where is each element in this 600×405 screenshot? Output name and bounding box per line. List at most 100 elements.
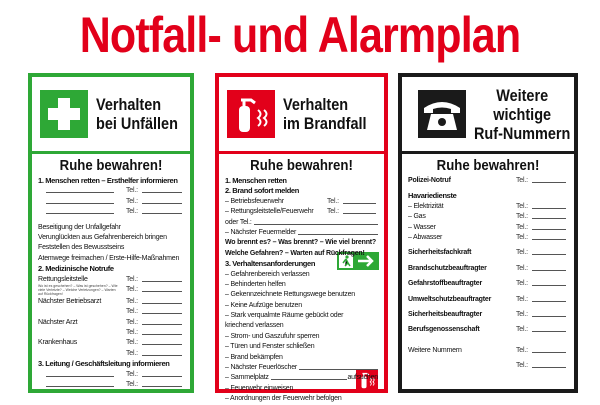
instruction-text: – Gefahrenbereich verlassen [225,270,310,278]
list-row: Havariedienste [408,191,568,201]
list-row: Beseitigung der Unfallgefahr [38,223,184,233]
fire-extinguisher-icon [227,90,275,138]
phone-number-field[interactable] [343,197,376,204]
tel-label: Tel.: [516,202,528,210]
phone-number-field[interactable] [142,285,182,292]
phone-number-field[interactable] [532,264,566,271]
header-line: wichtige [493,104,552,124]
phone-number-field[interactable] [532,325,566,333]
list-row: – Sammelplatz aufsuchen [225,373,378,383]
contact-label: Nächster Arzt [38,318,78,326]
field-suffix: aufsuchen [347,374,378,382]
panel-header: Verhalten bei Unfällen [32,77,190,154]
blank-field[interactable] [299,363,378,371]
list-row: Tel.: [38,197,184,207]
phone-number-field[interactable] [142,207,182,215]
list-row: Sicherheitsfachkraft Tel.: [408,248,568,258]
list-row: Feststellen des Bewusstseins [38,243,184,253]
first-aid-cross-icon [40,90,88,138]
subtitle: Ruhe bewahren! [59,157,163,174]
phone-number-field[interactable] [142,338,182,346]
phone-number-field[interactable] [343,207,376,215]
phone-number-field[interactable] [532,212,566,220]
contact-label: Sicherheitsbeauftragter [408,310,482,318]
phone-number-field[interactable] [532,248,566,256]
list-row: – Gefahrenbereich verlassen [225,270,378,280]
list-row: 2. Brand sofort melden [225,186,378,196]
phone-number-field[interactable] [142,370,182,377]
phone-number-field[interactable] [142,186,182,194]
tel-label: Tel.: [516,346,528,354]
tel-label: Tel.: [516,362,528,370]
instruction-text: – Stark verqualmte Räume gebückt oder [225,312,344,320]
tel-label: Tel.: [126,318,138,326]
phone-number-field[interactable] [532,361,566,369]
name-field[interactable] [46,380,114,388]
panel-header: Verhalten im Brandfall [219,77,384,154]
tel-label: Tel.: [516,310,528,318]
phone-number-field[interactable] [142,380,182,388]
contact-label: Gefahrstoffbeauftragter [408,280,482,288]
blank-field[interactable] [270,373,348,381]
list-row: – Stark verqualmte Räume gebückt oder [225,311,378,321]
page-title: Notfall- und Alarmplan [79,7,521,63]
list-row: Wo brennt es? – Was brennt? – Wie viel b… [225,238,378,248]
subtitle: Ruhe bewahren! [436,157,540,174]
phone-number-field[interactable] [532,202,566,209]
phone-number-field[interactable] [532,310,566,317]
phone-number-field[interactable] [532,295,566,302]
emergency-exit-sign-icon [337,252,379,270]
instruction-text: kriechend verlassen [225,322,284,330]
section-heading: 3. Leitung / Geschäftsleitung informiere… [38,359,170,369]
emphasis-text: Welche Gefahren? – Warten auf Rückfragen… [225,249,365,257]
phone-number-field[interactable] [142,349,182,356]
instruction-text: Feststellen des Bewusstseins [38,244,125,252]
name-field[interactable] [46,207,114,215]
phone-number-field[interactable] [142,197,182,204]
instruction-text: – Keine Aufzüge benutzen [225,301,302,309]
phone-number-field[interactable] [142,297,182,304]
contact-label: Rettungsleitstelle [38,275,88,283]
list-row: Verunglückten aus Gefahrenbereich bringe… [38,233,184,243]
list-row: 1. Menschen retten [225,176,378,186]
phone-number-field[interactable] [142,307,182,315]
list-row: kriechend verlassen [225,321,378,331]
instruction-text: – Türen und Fenster schließen [225,343,315,351]
contact-label: Sicherheitsfachkraft [408,249,472,257]
name-field[interactable] [46,370,114,377]
phone-number-field[interactable] [532,233,566,240]
tel-label: Tel.: [126,370,138,378]
contact-label: Polizei-Notruf [408,177,451,184]
list-row: 1. Menschen retten – Ersthelfer informie… [38,176,184,186]
field-label: – Nächster Feuerlöscher [225,364,298,372]
emphasis-text: Wo brennt es? – Was brennt? – Wie viel b… [225,239,376,247]
list-row: – Brand bekämpfen [225,353,378,363]
tel-label: Tel.: [126,187,138,195]
list-row: Nächster Arzt Tel.: [38,318,184,328]
blank-field[interactable] [298,228,378,235]
fire-extinguisher-icon [356,369,378,391]
list-row: – Wasser Tel.: [408,223,568,233]
phone-number-field[interactable] [532,223,566,230]
contact-label: Umweltschutzbeauftragter [408,295,492,303]
accident-panel: Verhalten bei Unfällen Ruhe bewahren! 1. M… [28,73,194,393]
blank-field[interactable] [253,218,378,225]
tel-label: Tel.: [126,285,138,293]
name-field[interactable] [46,186,114,194]
phone-number-field[interactable] [142,328,182,336]
section-heading: 1. Menschen retten – Ersthelfer informie… [38,176,178,185]
phone-number-field[interactable] [142,275,182,282]
list-row: Krankenhaus Tel.: [38,338,184,348]
phone-number-field[interactable] [532,176,566,183]
list-row: – Abwasser Tel.: [408,233,568,243]
list-row: – Elektrizität Tel.: [408,202,568,212]
phone-number-field[interactable] [142,318,182,325]
list-row: Brandschutzbeauftragter Tel.: [408,264,568,274]
phone-numbers-panel: Weitere wichtige Ruf-Nummern Ruhe bewahren… [398,73,578,393]
phone-number-field[interactable] [532,279,566,287]
contact-label: Nächster Betriebsarzt [38,297,102,305]
list-row: – Gekennzeichnete Rettungswege benutzen [225,290,378,300]
contact-label: – Abwasser [408,233,443,241]
phone-number-field[interactable] [532,346,566,353]
name-field[interactable] [46,197,114,204]
